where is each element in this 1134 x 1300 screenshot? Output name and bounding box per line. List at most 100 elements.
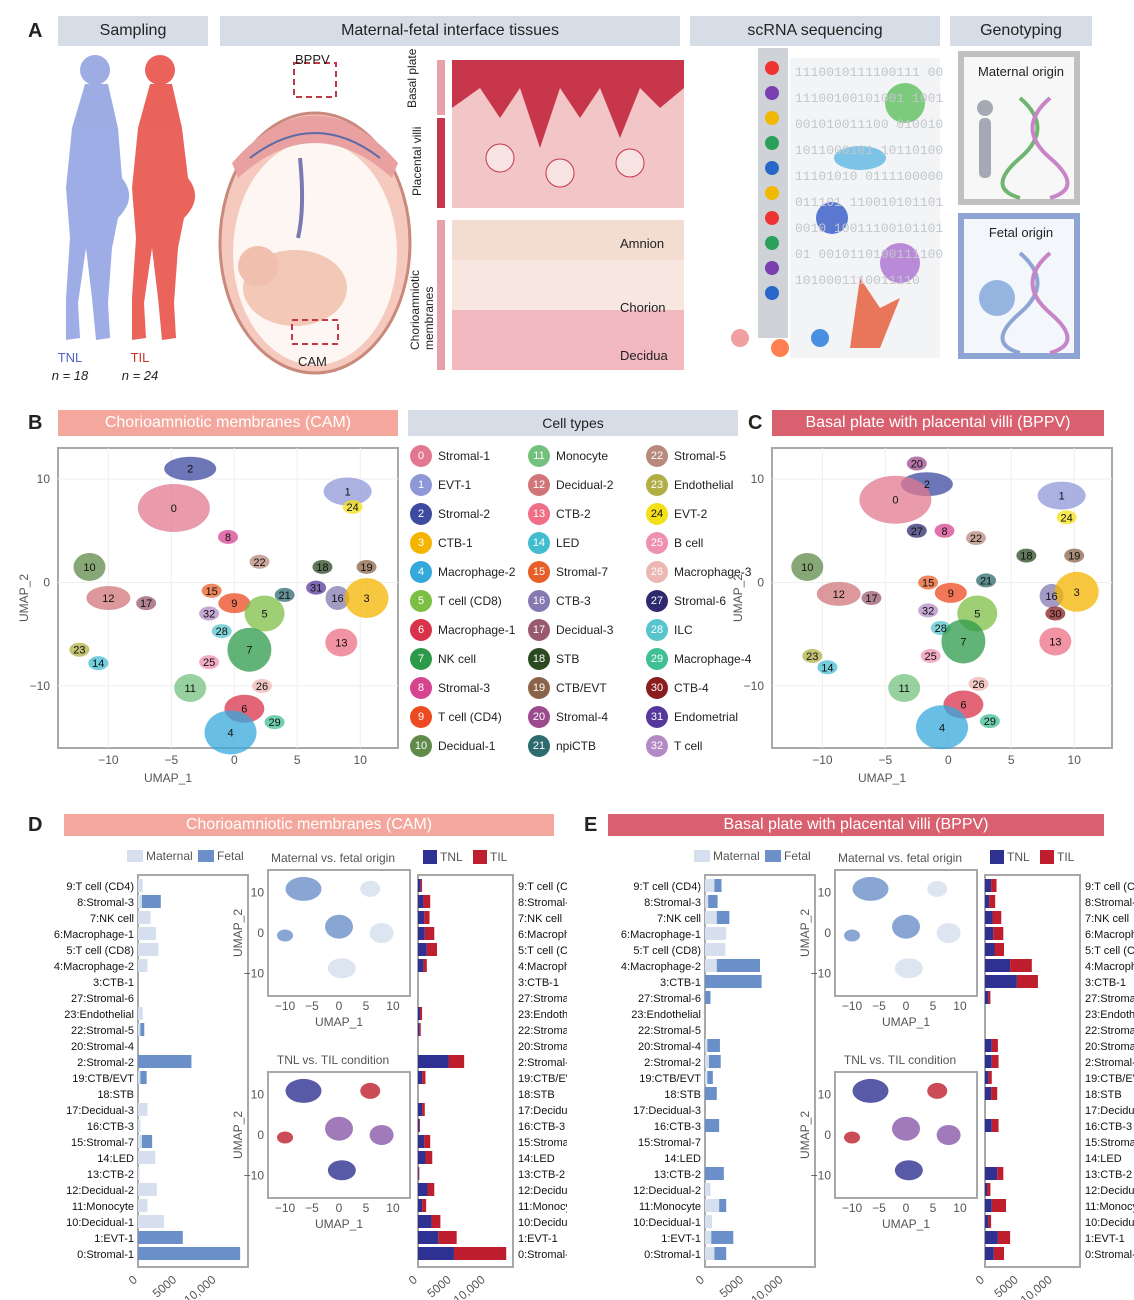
genotyping-illustration — [958, 51, 1080, 359]
cluster-blob — [918, 603, 939, 618]
category-label: 2:Stromal-2 — [1085, 1057, 1134, 1069]
category-label: 6:Macrophage-1 — [1085, 929, 1134, 941]
fetal-swatch — [198, 850, 214, 862]
category-label: 10:Decidual-1 — [66, 1217, 134, 1229]
maternal-bar — [705, 1215, 713, 1228]
til-bar — [991, 1039, 998, 1052]
maternal-bar — [138, 927, 157, 940]
legend-label: Macrophage-2 — [438, 564, 516, 579]
category-label: 5:T cell (CD8) — [518, 945, 567, 957]
category-label: 10:Decidual-1 — [1085, 1217, 1134, 1229]
cluster-blob — [249, 554, 270, 569]
x-tick-label: −10 — [98, 753, 119, 767]
cluster-blob — [979, 714, 1000, 729]
cluster-label: 28 — [935, 623, 947, 635]
cluster-blob — [888, 674, 921, 702]
til-bar — [423, 895, 431, 908]
cluster-blob — [73, 552, 106, 581]
til-swatch — [473, 850, 487, 864]
y-tick-label: −10 — [744, 679, 765, 693]
legend-item: 17 Decidual-3 — [528, 618, 646, 641]
til-bar — [448, 1055, 465, 1068]
legend-swatch: 32 — [646, 734, 668, 757]
cluster-label: 32 — [922, 605, 934, 617]
category-label: 1:EVT-1 — [94, 1233, 134, 1245]
cluster-blob — [934, 523, 955, 538]
binary-background: 1110010111100111 0011100100101001 100100… — [795, 65, 944, 288]
category-label: 18:STB — [664, 1089, 701, 1101]
legend-label: npiCTB — [556, 738, 597, 753]
legend-label: Endometrial — [674, 709, 739, 724]
bar-tick-label: 5000 — [150, 1272, 180, 1300]
mini-umap-blob — [327, 1160, 356, 1181]
legend-label: Stromal-1 — [438, 448, 491, 463]
legend-label: Stromal-3 — [438, 680, 491, 695]
tnl-bar — [418, 1215, 432, 1228]
cluster-label: 4 — [227, 727, 233, 739]
legend-label: Endothelial — [674, 477, 734, 492]
legend-swatch: 18 — [528, 647, 550, 670]
tnl-bar — [985, 879, 992, 892]
cluster-blob — [1064, 548, 1085, 563]
cluster-label: 12 — [102, 593, 114, 605]
legend-label: Stromal-5 — [674, 448, 727, 463]
legend-item: 25 B cell — [646, 531, 764, 554]
maternal-bar — [705, 879, 715, 892]
tnl-bar — [985, 1167, 998, 1180]
cluster-label: 0 — [892, 495, 898, 507]
mini-umap-blob — [325, 914, 353, 939]
cluster-label: 29 — [268, 717, 280, 729]
legend-label: B cell — [674, 535, 704, 550]
maternal-legend: Maternal — [713, 849, 760, 863]
legend-swatch: 10 — [410, 734, 432, 757]
tnl-legend: TNL — [1007, 850, 1030, 864]
cluster-label: 12 — [833, 589, 845, 601]
til-figure-illustration — [132, 55, 196, 340]
cluster-blob — [1045, 606, 1066, 621]
mini-umap-blob — [927, 880, 948, 897]
tnl-bar — [985, 1119, 992, 1132]
cluster-label: 8 — [941, 526, 947, 538]
chorioamniotic-illustration — [437, 220, 684, 370]
legend-swatch: 9 — [410, 705, 432, 728]
tnl-bar — [985, 1183, 988, 1196]
mini-umap-blob — [369, 1125, 394, 1145]
genotyping-header: Genotyping — [950, 16, 1092, 46]
tnl-bar — [985, 1231, 998, 1244]
mini-x-tick: −5 — [305, 999, 319, 1013]
cluster-blob — [920, 648, 941, 663]
cluster-label: 29 — [984, 716, 996, 728]
bar-tick-label: 5000 — [717, 1272, 747, 1300]
legend-swatch: 16 — [528, 589, 550, 612]
cluster-label: 5 — [261, 609, 267, 621]
mini-y-tick: 0 — [824, 926, 831, 940]
tnl-bar — [985, 1215, 989, 1228]
cluster-label: 8 — [225, 532, 231, 544]
maternal-bar — [705, 1055, 709, 1068]
category-label: 22:Stromal-5 — [638, 1025, 701, 1037]
legend-item: 10 Decidual-1 — [410, 734, 528, 757]
mini-umap-blob — [327, 958, 356, 979]
category-label: 23:Endothelial — [64, 1009, 134, 1021]
legend-swatch: 23 — [646, 473, 668, 496]
tnl-bar — [418, 1231, 439, 1244]
category-label: 6:Macrophage-1 — [54, 929, 134, 941]
y-tick-label: 0 — [43, 575, 50, 589]
fetal-bar — [705, 991, 711, 1004]
category-label: 13:CTB-2 — [87, 1169, 134, 1181]
maternal-bar — [138, 943, 159, 956]
scrna-header: scRNA sequencing — [690, 16, 940, 46]
category-label: 8:Stromal-3 — [77, 897, 134, 909]
legend-swatch: 13 — [528, 502, 550, 525]
y-tick-label: 10 — [37, 472, 51, 486]
category-label: 0:Stromal-1 — [518, 1249, 567, 1261]
fetal-bar — [705, 975, 762, 988]
maternal-bar — [138, 1071, 141, 1084]
category-label: 15:Stromal-7 — [1085, 1137, 1134, 1149]
legend-label: EVT-1 — [438, 477, 472, 492]
panel-e-letter: E — [584, 814, 598, 836]
cluster-blob — [323, 477, 372, 506]
cam-composition-charts: Maternal Fetal TNL TIL 9:T cell (CD4) 8:Strom… — [54, 849, 567, 1300]
tnl-bar — [985, 1199, 992, 1212]
tnl-bar — [985, 1087, 992, 1100]
